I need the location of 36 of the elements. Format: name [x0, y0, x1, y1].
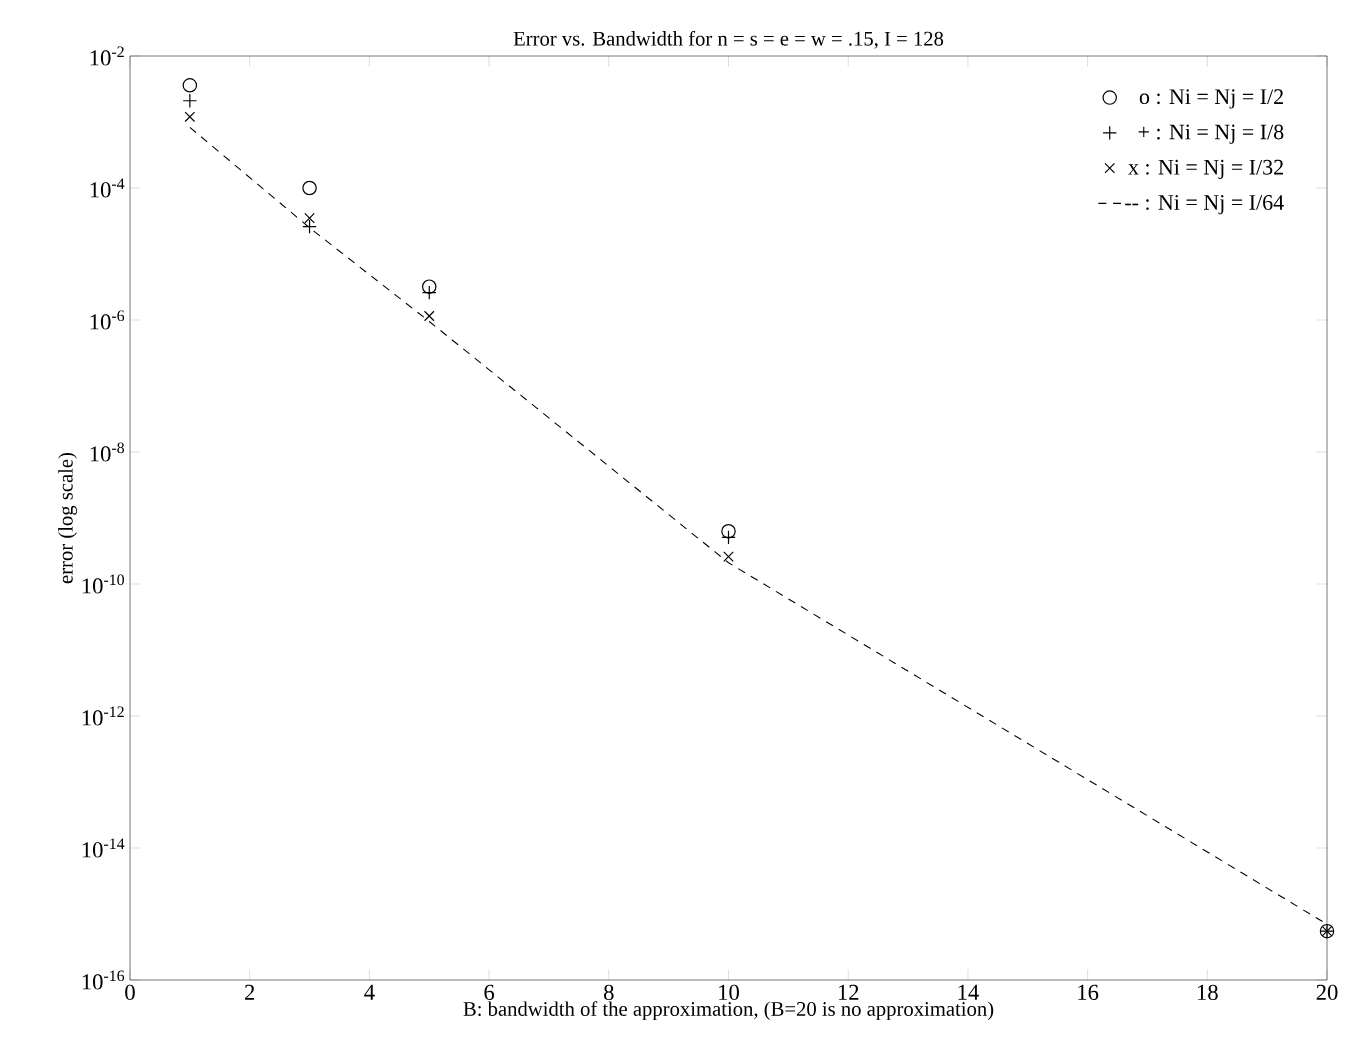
legend-label: o : Ni = Nj = I/2 [1139, 89, 1283, 109]
point [721, 530, 736, 545]
x-axis-title: B: bandwidth of the approximation, (B=20 is no approximation) [463, 1001, 994, 1021]
x-tick-label: 14 [958, 984, 979, 1000]
x-tick-label: 6 [484, 984, 495, 1000]
y-tick-label: 10$^{-10}$ [82, 574, 125, 594]
chart-title: Error vs. Bandwidth for n = s = e = w = .15, I = 128 [513, 30, 944, 49]
x-tick-label: 20 [1316, 984, 1338, 1001]
x-tick-label: 4 [364, 984, 375, 1000]
point [182, 78, 198, 93]
point [423, 310, 435, 322]
point [721, 523, 736, 539]
x-tick-label: 10 [719, 984, 739, 1001]
y-tick-label: 10$^{-12}$ [82, 706, 124, 726]
x-tick-label: 18 [1197, 984, 1218, 1001]
x-tick-label: 16 [1078, 984, 1099, 1000]
y-tick-label: 10$^{-8}$ [90, 442, 125, 462]
point [302, 219, 317, 234]
legend-label: + : Ni = Nj = I/8 [1138, 124, 1284, 144]
y-tick-label: 10$^{-4}$ [90, 178, 125, 198]
legend-label: -- : Ni = Nj = I/64 [1125, 195, 1284, 215]
x-tick-label: 12 [838, 984, 859, 1000]
point [304, 212, 315, 224]
point [723, 551, 734, 562]
y-tick-label: 10$^{-2}$ [90, 46, 124, 66]
legend-label: x : Ni = Nj = I/32 [1128, 159, 1283, 180]
x-tick-label: 0 [125, 984, 135, 1001]
x-tick-label: 8 [604, 984, 614, 1001]
y-tick-label: 10$^{-6}$ [90, 310, 125, 330]
y-axis-title: error (log scale) [58, 452, 77, 584]
x-tick-label: 2 [245, 984, 255, 1000]
point [184, 111, 196, 123]
y-tick-label: 10$^{-14}$ [82, 838, 125, 858]
point [421, 279, 437, 294]
point [302, 180, 317, 196]
y-tick-label: 10$^{-16}$ [82, 970, 125, 990]
